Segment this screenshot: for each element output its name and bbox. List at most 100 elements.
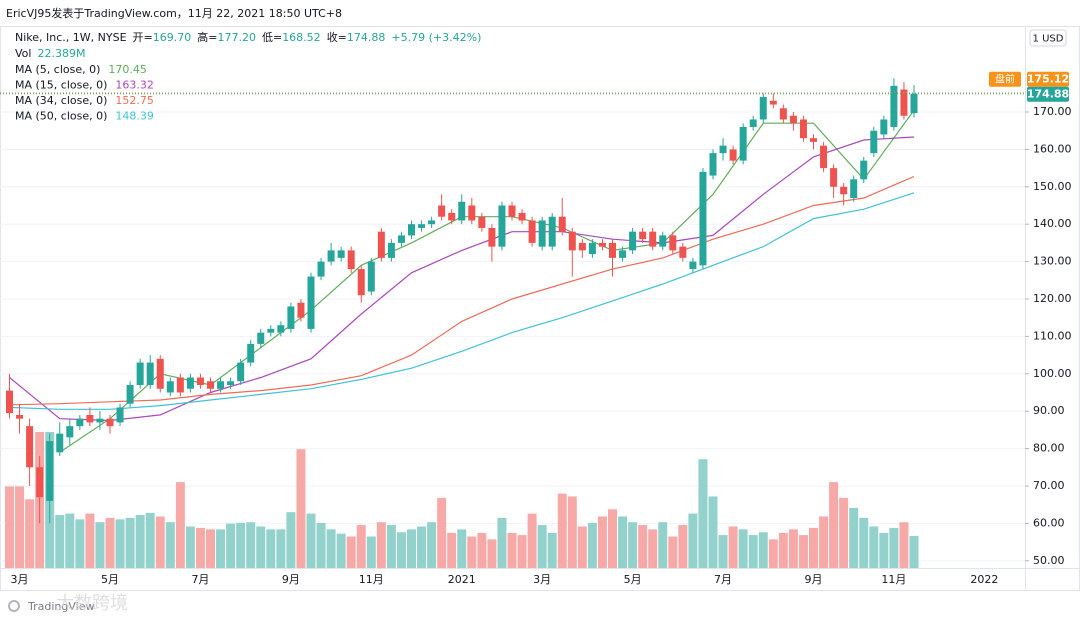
candle-body [56,433,64,453]
candle-body [227,381,235,386]
candle-body [377,231,385,258]
legend-ma-row: MA (5, close, 0) 170.45 [15,63,147,76]
candle-body [850,179,858,199]
candle-body [538,220,546,247]
candle-body [468,205,476,221]
candle-body [357,269,365,296]
volume-bar [688,513,698,568]
candle-body [558,216,566,232]
volume-bar [125,517,135,568]
volume-bar [527,513,537,568]
candle-body [126,385,134,404]
volume-bar [15,486,25,568]
volume-bar [115,519,125,568]
volume-bar [628,522,638,568]
candle-body [779,108,787,120]
candle-body [96,418,104,423]
volume-bar [296,449,306,568]
volume-bar [758,532,768,568]
y-tick-label: 160.00 [1033,142,1072,155]
candle-body [287,306,295,329]
candle-body [729,149,737,161]
volume-bar [55,515,65,568]
candle-body [247,343,255,363]
legend-ma-name: MA (15, close, 0) [15,79,107,92]
volume-bar [236,522,246,568]
volume-bar [638,525,648,568]
y-tick-label: 70.00 [1033,479,1065,492]
volume-bar [809,527,818,568]
volume-bar [65,513,75,568]
y-tick-label: 100.00 [1033,367,1072,380]
volume-bar [537,525,547,568]
legend-ohlc-label: 收= [327,30,347,44]
candle-body [508,205,516,217]
candle-body [397,235,405,243]
candle-body [689,261,697,270]
volume-bar [678,525,688,568]
candle-body [428,220,436,225]
volume-bar [75,519,85,568]
volume-bar [467,536,477,568]
y-tick-label: 80.00 [1033,442,1065,455]
volume-bar [376,522,386,568]
volume-bar [829,482,839,568]
volume-bar [386,525,396,568]
candle-body [810,138,817,142]
candle-body [699,171,707,266]
y-tick-label: 50.00 [1033,554,1065,567]
volume-bar [175,482,185,568]
volume-bar [216,529,226,568]
logo-text: TradingView [27,600,94,613]
volume-bar [286,512,296,568]
candle-body [528,220,536,243]
volume-bar [507,532,517,568]
currency-button[interactable] [1029,29,1067,47]
volume-bar [889,527,899,568]
candle-body [387,242,395,258]
volume-bar [497,517,507,568]
legend-ohlc-label: 低= [262,31,282,44]
candle-body [217,381,225,389]
x-tick-label: 7月 [714,573,732,586]
volume-bar [396,532,406,568]
x-tick-label: 3月 [11,573,29,586]
currency-label[interactable]: 1 USD [1033,34,1064,45]
volume-bar [567,496,577,568]
volume-bar [195,527,205,568]
premarket-tag-label: 盘前 [995,73,1015,86]
y-tick-label: 170.00 [1033,105,1072,118]
volume-bar [477,532,487,568]
last-price-label: 174.88 [1027,88,1069,101]
candle-body [498,205,506,247]
volume-bar [608,509,617,568]
volume-bar [738,529,748,568]
candle-body [679,246,687,258]
volume-bar [155,516,165,568]
volume-bar [266,529,276,568]
candle-body [136,362,144,386]
volume-bar [447,532,457,568]
volume-bar [668,536,678,568]
candle-body [830,168,838,187]
candle-body [669,235,677,251]
candle-body [6,390,13,414]
candle-body [196,377,204,386]
candle-body [799,119,807,139]
volume-bar [849,507,859,568]
volume-bar [618,516,628,568]
volume-bar [256,526,266,568]
candle-body [578,242,586,251]
volume-bar [105,517,115,568]
premarket-price-label: 175.12 [1027,73,1069,86]
candle-body [408,224,415,236]
volume-bar [457,529,467,568]
legend-ohlc-value: 174.88 [347,31,386,44]
legend-volume-name: Vol [15,47,31,60]
volume-bar [356,525,366,568]
candle-body [649,231,657,247]
volume-bar [366,536,376,568]
volume-bar [185,526,195,568]
volume-bar [95,522,105,568]
